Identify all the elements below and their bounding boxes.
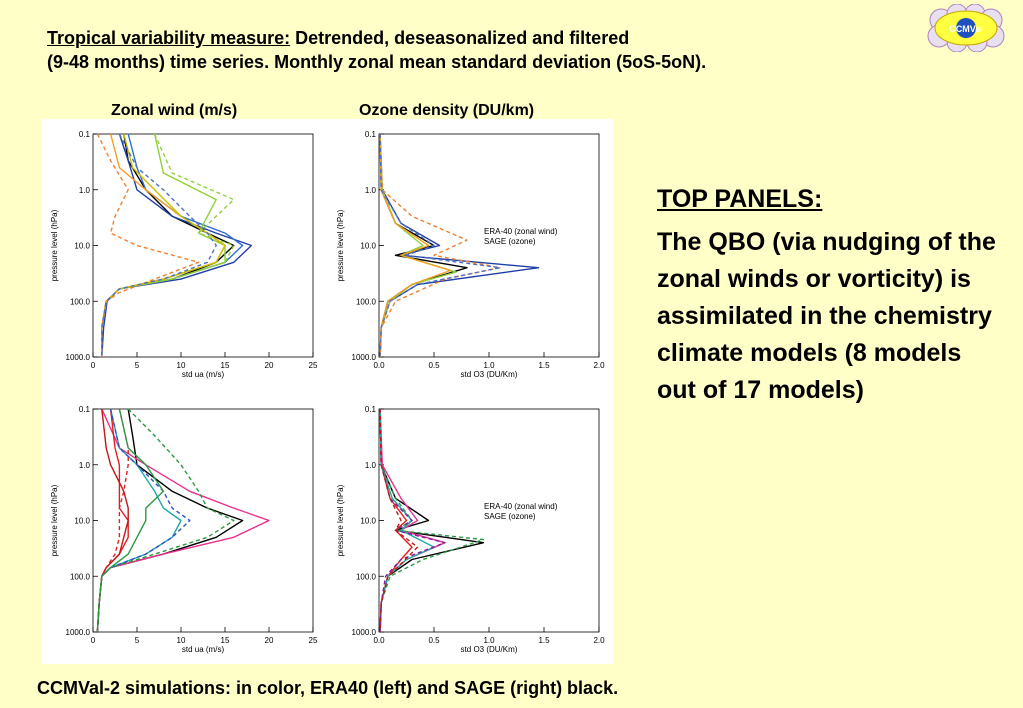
x-axis-label: std ua (m/s) xyxy=(182,370,225,379)
series-line xyxy=(101,133,217,357)
y-axis-label: pressure level (hPa) xyxy=(336,484,345,556)
x-tick-label: 25 xyxy=(309,636,318,645)
series-line xyxy=(379,133,501,358)
y-axis-label: pressure level (hPa) xyxy=(50,484,59,556)
y-tick-label: 100.0 xyxy=(356,572,377,581)
x-tick-label: 1.0 xyxy=(483,636,495,645)
x-tick-label: 25 xyxy=(309,361,318,370)
panel-bottom-left: 0.1 1.0 10.0 100.0 1000.00 5 10 15 20 25 std ua (m… xyxy=(50,405,318,654)
y-axis-label: pressure level (hPa) xyxy=(336,209,345,281)
panel-top-right: 0.1 1.0 10.0 100.0 1000.00.0 0.5 1.0 1.5 2.0 std … xyxy=(336,130,605,379)
x-tick-label: 0.0 xyxy=(373,636,385,645)
legend-entry: SAGE (ozone) xyxy=(484,512,536,521)
series-line xyxy=(101,133,244,357)
series-line xyxy=(379,408,419,633)
x-axis-label: std ua (m/s) xyxy=(182,645,225,654)
figure-panels: 0.1 1.0 10.0 100.0 1000.0 0 5 10 15 20 25 std ua (m… xyxy=(42,119,613,664)
series-line xyxy=(96,133,200,357)
y-tick-label: 100.0 xyxy=(70,572,91,581)
x-tick-label: 2.0 xyxy=(593,361,605,370)
legend-entry: SAGE (ozone) xyxy=(484,237,536,246)
x-tick-label: 0 xyxy=(91,361,96,370)
y-tick-label: 1.0 xyxy=(79,461,91,470)
footer-caption: CCMVal-2 simulations: in color, ERA40 (l… xyxy=(37,678,619,698)
series-line xyxy=(96,408,165,633)
header-title: Tropical variability measure: xyxy=(47,28,291,48)
x-tick-label: 0 xyxy=(91,636,96,645)
y-tick-label: 100.0 xyxy=(70,297,91,306)
panel-title-right: Ozone density (DU/km) xyxy=(359,102,535,119)
x-tick-label: 15 xyxy=(221,636,230,645)
x-axis-label: std O3 (DU/Km) xyxy=(461,645,518,654)
header-line-1: Tropical variability measure: Detrended,… xyxy=(47,26,927,50)
series-line xyxy=(96,408,129,633)
top-panels-heading: TOP PANELS: xyxy=(657,185,823,213)
x-tick-label: 20 xyxy=(265,361,274,370)
x-tick-label: 20 xyxy=(265,636,274,645)
x-tick-label: 1.0 xyxy=(483,361,495,370)
y-tick-label: 1000.0 xyxy=(352,353,377,362)
plot-frame xyxy=(92,408,314,633)
x-tick-label: 0.0 xyxy=(373,361,385,370)
y-tick-label: 1000.0 xyxy=(352,628,377,637)
header-line-2: (9-48 months) time series. Monthly zonal… xyxy=(47,52,707,72)
panel-title-left: Zonal wind (m/s) xyxy=(111,102,238,119)
series-line xyxy=(379,408,446,633)
series-line xyxy=(96,408,235,633)
top-panels-description: The QBO (via nudging of the zonal winds … xyxy=(657,228,996,404)
header-line1-rest: Detrended, deseasonalized and filtered xyxy=(290,28,630,48)
x-tick-label: 10 xyxy=(177,636,186,645)
series-line xyxy=(96,408,129,633)
legend-entry: ERA-40 (zonal wind) xyxy=(484,502,558,511)
series-line xyxy=(379,408,413,633)
y-tick-label: 1.0 xyxy=(79,186,91,195)
panel-bottom-right: 0.1 1.0 10.0 100.0 1000.00.0 0.5 1.0 1.5 2.0 std … xyxy=(336,405,605,654)
y-tick-label: 1000.0 xyxy=(66,628,91,637)
logo-text: CCMVal xyxy=(949,24,983,34)
y-tick-label: 10.0 xyxy=(74,242,90,251)
series-line xyxy=(96,408,129,633)
legend-entry: ERA-40 (zonal wind) xyxy=(484,227,558,236)
y-tick-label: 10.0 xyxy=(360,242,376,251)
ccmval-logo: CCMVal xyxy=(927,4,1005,52)
y-tick-label: 1.0 xyxy=(365,186,377,195)
x-axis-label: std O3 (DU/Km) xyxy=(461,370,518,379)
y-tick-label: 10.0 xyxy=(360,517,376,526)
series-line xyxy=(101,133,235,357)
x-tick-label: 1.5 xyxy=(538,361,550,370)
y-axis-label: pressure level (hPa) xyxy=(50,209,59,281)
panel-top-left: 0.1 1.0 10.0 100.0 1000.00 5 10 15 20 25 std ua (m… xyxy=(50,130,318,379)
x-tick-label: 5 xyxy=(135,636,140,645)
y-tick-label: 0.1 xyxy=(79,405,91,414)
x-tick-label: 10 xyxy=(177,361,186,370)
y-tick-label: 10.0 xyxy=(74,517,90,526)
series-line xyxy=(96,408,182,633)
series-line xyxy=(379,408,485,633)
x-tick-label: 2.0 xyxy=(593,636,605,645)
series-line xyxy=(101,133,253,358)
series-line xyxy=(101,133,226,357)
series-line xyxy=(96,408,191,633)
y-tick-label: 1.0 xyxy=(365,461,377,470)
x-tick-label: 15 xyxy=(221,361,230,370)
x-tick-label: 0.5 xyxy=(428,636,440,645)
x-tick-label: 5 xyxy=(135,361,140,370)
slide-header: Tropical variability measure: Detrended,… xyxy=(47,26,927,74)
series-line xyxy=(379,408,435,633)
y-tick-label: 1000.0 xyxy=(66,353,91,362)
explanation-text: TOP PANELS: The QBO (via nudging of the … xyxy=(657,181,1002,409)
series-line xyxy=(379,133,501,358)
series-line xyxy=(101,133,235,357)
series-line xyxy=(379,133,457,358)
y-tick-label: 0.1 xyxy=(79,130,91,139)
series-line xyxy=(379,408,485,633)
series-line xyxy=(379,133,452,358)
y-tick-label: 100.0 xyxy=(356,297,377,306)
plot-frame xyxy=(92,133,314,358)
x-tick-label: 0.5 xyxy=(428,361,440,370)
y-tick-label: 0.1 xyxy=(365,405,377,414)
x-tick-label: 1.5 xyxy=(538,636,550,645)
y-tick-label: 0.1 xyxy=(365,130,377,139)
